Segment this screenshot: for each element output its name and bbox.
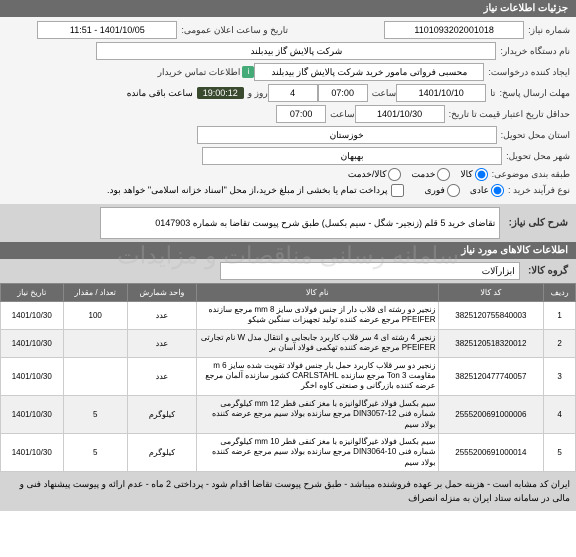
- label-remain: ساعت باقی مانده: [127, 88, 193, 99]
- cell-name: سیم بکسل فولاد غیرگالوانیزه با مغز کنفی …: [197, 433, 439, 471]
- radio-pt-2-input[interactable]: [447, 184, 460, 197]
- radio-pt-1[interactable]: عادی: [470, 184, 504, 197]
- input-deadline-date[interactable]: [396, 84, 486, 102]
- input-need-no[interactable]: [384, 21, 524, 39]
- th-qty: تعداد / مقدار: [63, 284, 127, 302]
- th-idx: ردیف: [544, 284, 576, 302]
- radio-pt-1-input[interactable]: [491, 184, 504, 197]
- label-need-no: شماره نیاز:: [528, 25, 570, 36]
- cell-idx: 1: [544, 302, 576, 330]
- label-buyer-org: نام دستگاه خریدار:: [500, 46, 570, 57]
- input-deadline-days[interactable]: [268, 84, 318, 102]
- label-ptype: نوع فرآیند خرید :: [508, 185, 570, 196]
- cell-code: 2555200691000014: [438, 433, 544, 471]
- cell-code: 3825120755840003: [438, 302, 544, 330]
- cell-date: 1401/10/30: [1, 433, 64, 471]
- header-group: گروه کالا:: [0, 259, 576, 283]
- label-announce: تاریخ و ساعت اعلان عمومی:: [181, 25, 288, 36]
- table-row[interactable]: 13825120755840003زنجیر دو رشته ای قلاب د…: [1, 302, 576, 330]
- input-announce[interactable]: [37, 21, 177, 39]
- items-table: ردیف کد کالا نام کالا واحد شمارش تعداد /…: [0, 283, 576, 472]
- cell-name: سیم بکسل فولاد غیرگالوانیزه با مغز کنفی …: [197, 395, 439, 433]
- cell-unit: عدد: [127, 329, 196, 357]
- radio-cat-3-input[interactable]: [388, 168, 401, 181]
- radio-pt-2[interactable]: فوری: [424, 184, 459, 197]
- cell-qty: 5: [63, 433, 127, 471]
- th-date: تاریخ نیاز: [1, 284, 64, 302]
- radio-cat-1[interactable]: کالا: [460, 168, 487, 181]
- cell-qty: 100: [63, 302, 127, 330]
- countdown-timer: 19:00:12: [197, 87, 244, 99]
- label-validity: حداقل تاریخ اعتبار قیمت تا تاریخ:: [449, 109, 570, 120]
- cell-unit: کیلوگرم: [127, 395, 196, 433]
- radio-cat-3[interactable]: کالا/خدمت: [348, 168, 402, 181]
- checkbox-treasury[interactable]: [391, 184, 404, 197]
- cell-unit: عدد: [127, 357, 196, 395]
- radio-ptype: عادی فوری: [424, 184, 504, 197]
- label-hour2: ساعت: [330, 109, 355, 120]
- cell-idx: 2: [544, 329, 576, 357]
- input-validity-date[interactable]: [355, 105, 445, 123]
- cell-qty: [63, 357, 127, 395]
- cell-date: 1401/10/30: [1, 357, 64, 395]
- cell-date: 1401/10/30: [1, 329, 64, 357]
- label-ta1: تا: [490, 88, 495, 99]
- header-summary: شرح کلی نیاز:: [0, 204, 576, 242]
- table-row[interactable]: 23825120518320012زنجیر 4 رشته ای 4 سر قل…: [1, 329, 576, 357]
- info-icon[interactable]: i: [242, 66, 254, 78]
- input-city[interactable]: [202, 147, 502, 165]
- header-items: اطلاعات کالاهای مورد نیاز: [0, 242, 576, 259]
- cell-idx: 3: [544, 357, 576, 395]
- radio-category: کالا خدمت کالا/خدمت: [348, 168, 488, 181]
- form-area: شماره نیاز: تاریخ و ساعت اعلان عمومی: نا…: [0, 17, 576, 204]
- label-day: روز و: [248, 88, 268, 99]
- input-requester[interactable]: [254, 63, 484, 81]
- input-validity-time[interactable]: [276, 105, 326, 123]
- cell-code: 3825120518320012: [438, 329, 544, 357]
- th-unit: واحد شمارش: [127, 284, 196, 302]
- input-buyer-org[interactable]: [96, 42, 496, 60]
- cell-code: 2555200691000006: [438, 395, 544, 433]
- label-contact: اطلاعات تماس خریدار: [158, 67, 241, 78]
- th-name: نام کالا: [197, 284, 439, 302]
- cell-date: 1401/10/30: [1, 302, 64, 330]
- cell-date: 1401/10/30: [1, 395, 64, 433]
- input-province[interactable]: [197, 126, 497, 144]
- cell-idx: 5: [544, 433, 576, 471]
- table-row[interactable]: 33825120477740057زنجیر دو سر قلاب کاربرد…: [1, 357, 576, 395]
- table-row[interactable]: 42555200691000006سیم بکسل فولاد غیرگالوا…: [1, 395, 576, 433]
- cell-idx: 4: [544, 395, 576, 433]
- radio-cat-2-input[interactable]: [437, 168, 450, 181]
- cell-unit: کیلوگرم: [127, 433, 196, 471]
- cell-unit: عدد: [127, 302, 196, 330]
- label-deadline: مهلت ارسال پاسخ:: [499, 88, 570, 99]
- label-purchase-note: پرداخت تمام یا بخشی از مبلغ خرید،از محل …: [107, 185, 387, 196]
- footer-note: ایران کد مشابه است - هزینه حمل بر عهده ف…: [0, 472, 576, 511]
- radio-cat-1-input[interactable]: [475, 168, 488, 181]
- table-row[interactable]: 52555200691000014سیم بکسل فولاد غیرگالوا…: [1, 433, 576, 471]
- label-province: استان محل تحویل:: [501, 130, 570, 141]
- cell-code: 3825120477740057: [438, 357, 544, 395]
- input-deadline-time[interactable]: [318, 84, 368, 102]
- label-hour1: ساعت: [372, 88, 397, 99]
- th-code: کد کالا: [438, 284, 544, 302]
- cell-name: زنجیر دو سر قلاب کاربرد حمل بار جنس فولا…: [197, 357, 439, 395]
- cell-name: زنجیر 4 رشته ای 4 سر قلاب کاربرد جابجایی…: [197, 329, 439, 357]
- label-requester: ایجاد کننده درخواست:: [488, 67, 570, 78]
- label-category: طبقه بندی موضوعی:: [492, 169, 570, 180]
- cell-name: زنجیر دو رشته ای قلاب دار از جنس فولادی …: [197, 302, 439, 330]
- input-group[interactable]: [220, 262, 520, 280]
- input-summary[interactable]: [100, 207, 500, 239]
- cell-qty: [63, 329, 127, 357]
- header-main: جزئیات اطلاعات نیاز: [0, 0, 576, 17]
- cell-qty: 5: [63, 395, 127, 433]
- label-city: شهر محل تحویل:: [506, 151, 570, 162]
- radio-cat-2[interactable]: خدمت: [411, 168, 450, 181]
